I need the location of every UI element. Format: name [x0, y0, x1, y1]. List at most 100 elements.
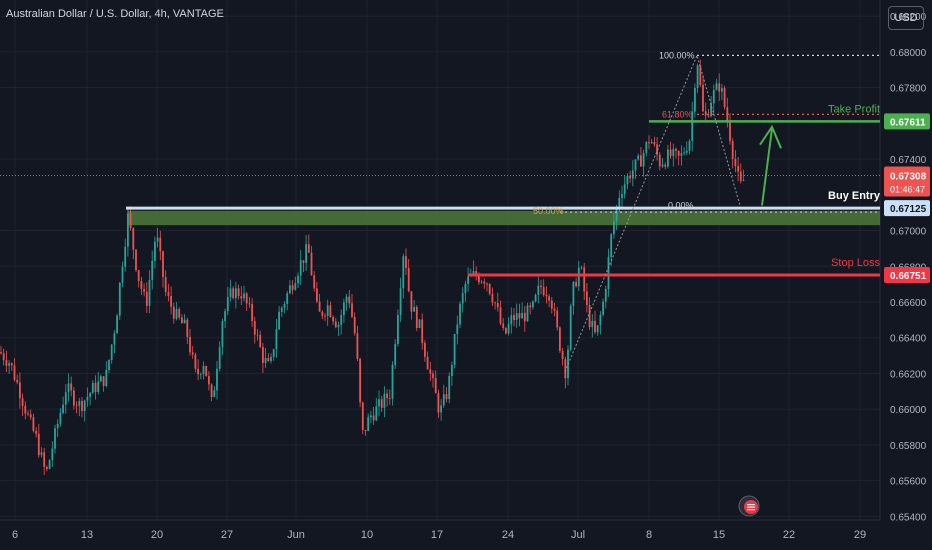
candle-body — [186, 319, 189, 337]
candle-body — [410, 291, 413, 312]
current-price-badge-bg — [884, 166, 930, 197]
candle-body — [105, 370, 108, 386]
candle-body — [108, 359, 110, 371]
candle-body — [218, 347, 221, 369]
candle-body — [329, 305, 332, 317]
candle-body — [135, 249, 137, 271]
candle-body — [59, 412, 62, 424]
candle-body — [283, 303, 286, 308]
x-tick-label: 22 — [783, 529, 795, 541]
candle-body — [537, 285, 540, 295]
candle-body — [610, 234, 613, 257]
candle-body — [321, 311, 324, 316]
x-tick-label: 13 — [81, 529, 93, 541]
target-arrow-head — [759, 124, 782, 149]
candle-body — [640, 155, 642, 167]
candle-body — [418, 319, 421, 328]
candle-body — [305, 244, 307, 263]
economic-event-icon[interactable] — [738, 495, 760, 517]
chart-title: Australian Dollar / U.S. Dollar, 4h, VAN… — [6, 8, 224, 20]
candle-body — [553, 308, 556, 311]
candle-body — [143, 289, 145, 292]
candle-body — [56, 423, 59, 429]
candle-body — [731, 141, 734, 160]
candle-body — [0, 352, 2, 354]
candle-body — [194, 354, 197, 369]
candle-body — [583, 267, 586, 292]
candle-body — [337, 324, 340, 328]
candle-body — [734, 159, 737, 167]
candle-body — [526, 305, 529, 322]
fib-label-0: 0.00% — [668, 200, 694, 210]
candle-body — [245, 293, 248, 304]
candle-body — [559, 327, 561, 351]
candle-body — [594, 320, 596, 333]
x-tick-label: 29 — [854, 529, 866, 541]
candle-body — [229, 288, 232, 298]
candle-body — [529, 305, 532, 308]
x-tick-label: 6 — [12, 529, 18, 541]
candle-body — [564, 359, 567, 379]
candle-body — [702, 84, 704, 112]
stop-loss-price-badge: 0.66751 — [890, 271, 927, 282]
candle-body — [521, 312, 523, 319]
candle-body — [494, 302, 496, 304]
candle-body — [70, 383, 73, 391]
x-tick-label: 24 — [502, 529, 514, 541]
candle-body — [391, 364, 394, 399]
candle-body — [729, 121, 731, 142]
candle-body — [118, 282, 121, 316]
candle-body — [5, 360, 8, 366]
candle-body — [675, 148, 677, 151]
candle-body — [167, 292, 170, 296]
candle-body — [127, 213, 129, 247]
candle-body — [89, 393, 91, 397]
candle-body — [102, 376, 105, 386]
y-tick-label: 0.66400 — [890, 334, 927, 345]
candle-body — [388, 398, 391, 399]
candle-body — [591, 320, 594, 328]
candle-body — [721, 88, 723, 92]
candle-body — [110, 344, 113, 360]
candle-body — [275, 329, 278, 350]
candle-body — [251, 304, 253, 322]
candle-body — [181, 317, 183, 324]
candle-body — [137, 270, 140, 281]
candle-body — [351, 303, 353, 317]
stop-loss-price-badge-bg — [884, 267, 930, 284]
x-tick-label: Jun — [287, 529, 305, 541]
candle-body — [561, 350, 564, 360]
candle-body — [380, 399, 383, 408]
y-tick-label: 0.66000 — [890, 405, 927, 416]
currency-button[interactable]: USD — [888, 6, 924, 30]
candle-body — [718, 83, 721, 92]
candle-body — [83, 400, 86, 412]
candle-body — [650, 142, 653, 144]
candle-body — [164, 277, 167, 293]
candle-body — [37, 433, 40, 456]
candle-body — [394, 343, 397, 365]
candle-body — [272, 349, 275, 357]
candle-body — [461, 293, 464, 304]
candle-body — [210, 384, 213, 397]
candle-body — [8, 363, 10, 366]
candle-body — [694, 87, 696, 112]
y-tick-label: 0.68000 — [890, 48, 927, 59]
candle-body — [175, 309, 178, 319]
candle-body — [10, 363, 13, 366]
target-arrow-shaft — [761, 128, 773, 206]
candle-body — [343, 302, 345, 316]
candle-body — [191, 352, 194, 355]
candle-body — [243, 293, 245, 299]
y-tick-label: 0.67400 — [890, 155, 927, 166]
buy-entry-label: Buy Entry — [828, 190, 881, 202]
take-profit-label: Take Profit — [828, 103, 880, 115]
candle-body — [397, 315, 399, 344]
candle-body — [178, 309, 181, 318]
candle-body — [353, 316, 356, 334]
candle-body — [664, 164, 667, 167]
candle-body — [280, 307, 283, 312]
candle-body — [437, 393, 440, 413]
candle-body — [677, 150, 680, 156]
